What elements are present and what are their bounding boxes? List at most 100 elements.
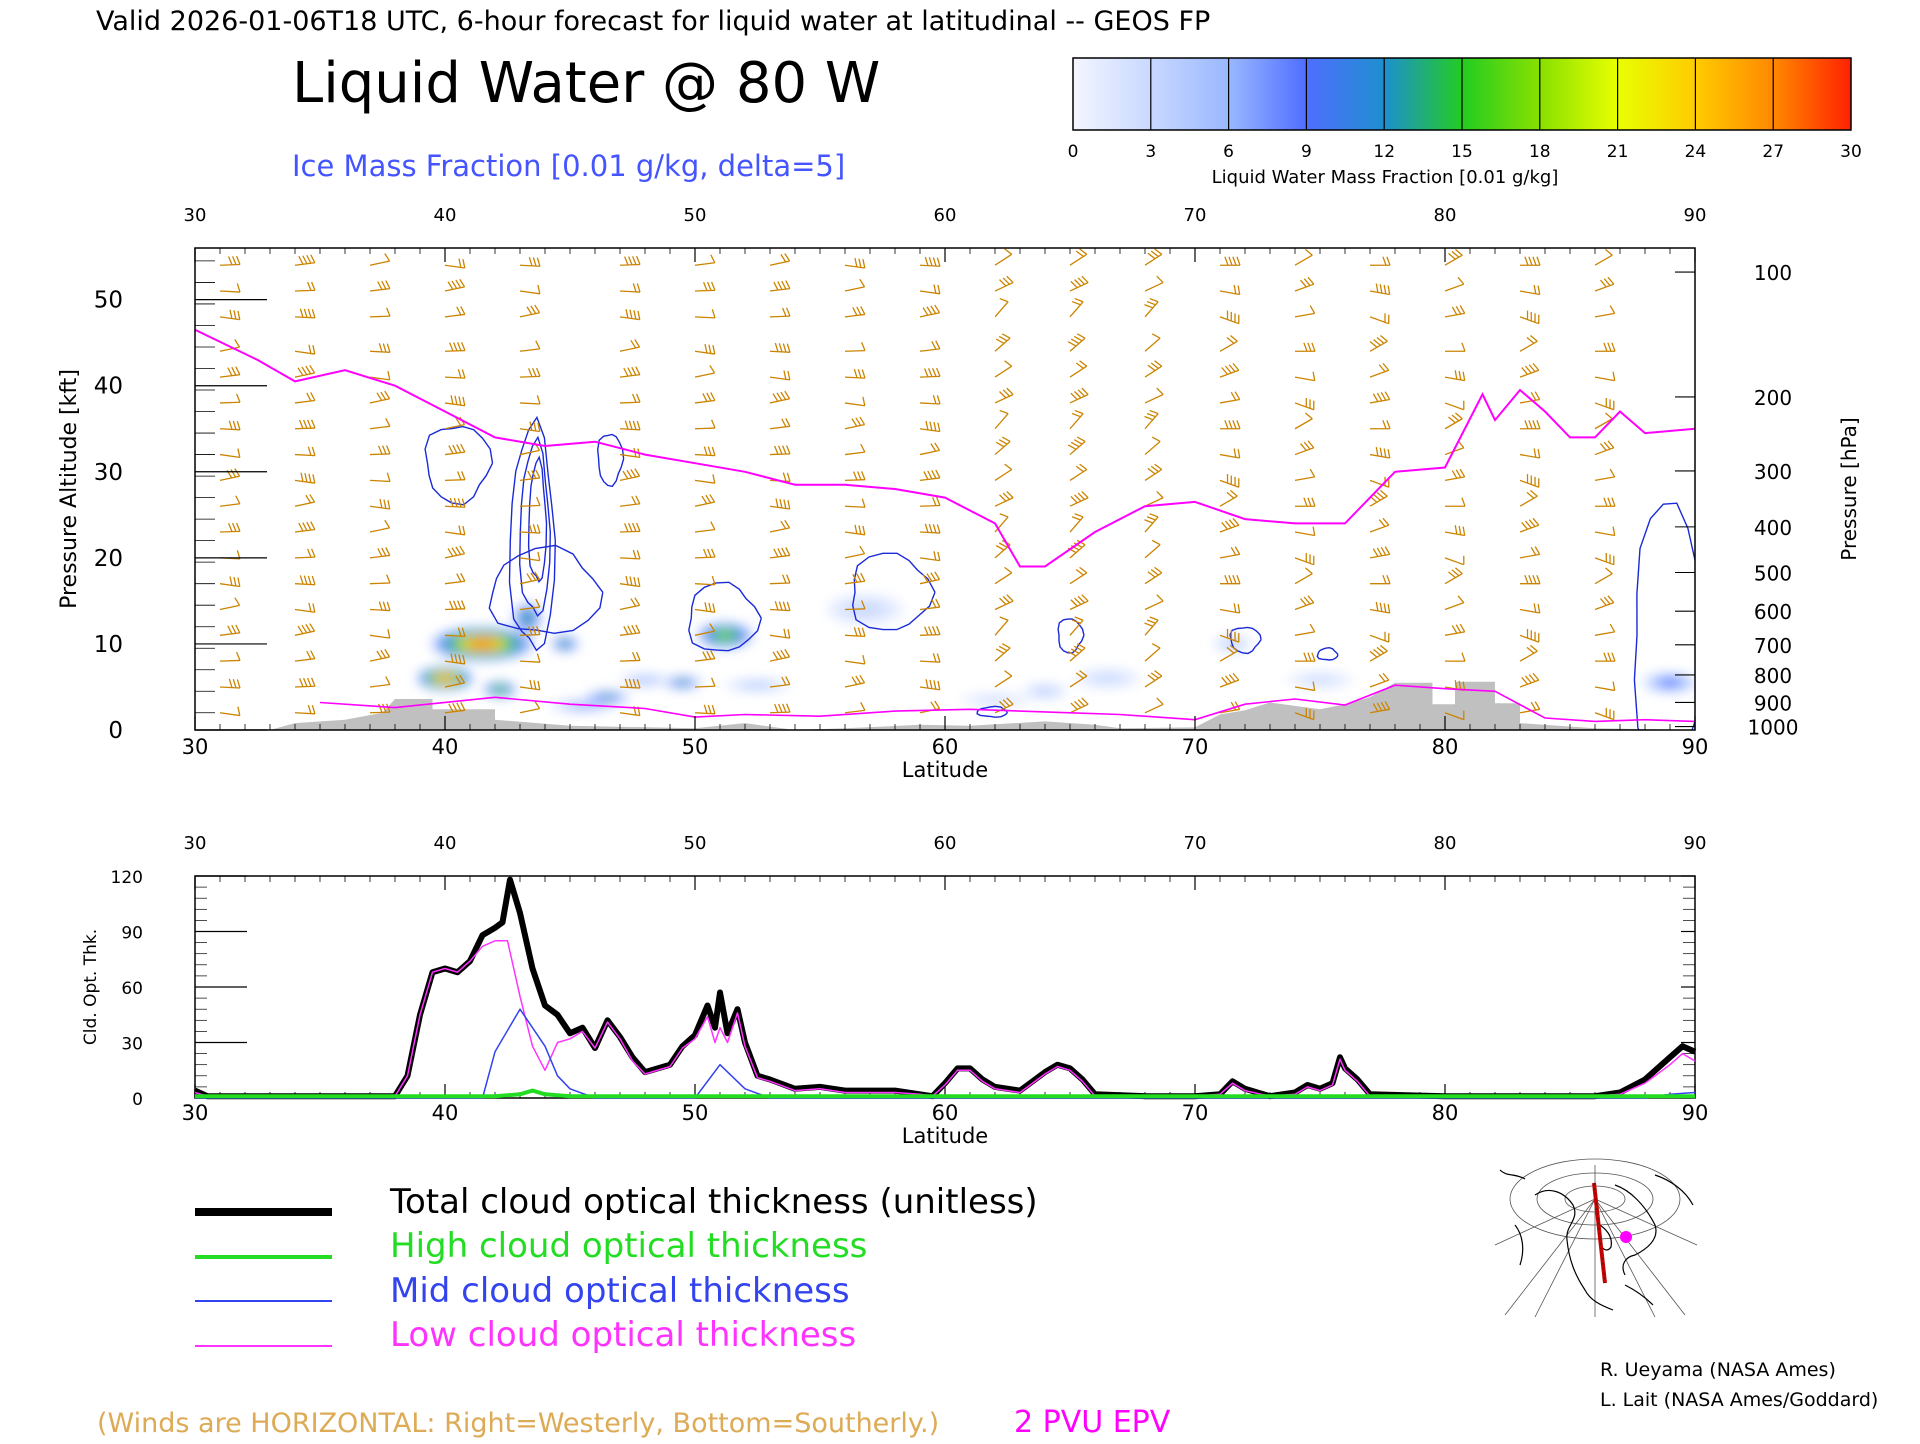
wind-barb-shaft [520,376,540,377]
colorbar-tick-label: 9 [1301,142,1312,162]
x-tick-label: 30 [182,1101,209,1125]
x-tick-label: 60 [932,735,959,759]
pressure-tick-label: 300 [1754,460,1792,484]
wind-barb-shaft [445,609,465,610]
wind-barb-shaft [770,583,790,584]
x-tick-label-top: 80 [1434,205,1457,226]
wind-barb-shaft [695,557,715,558]
wind-barb-shaft [620,531,640,532]
colorbar-tick-label: 0 [1068,142,1079,162]
liquid-water-blob [1097,675,1118,681]
y-tick-label: 120 [111,868,143,888]
legend-label-total: Total cloud optical thickness (unitless) [389,1182,1038,1222]
pressure-tick-label: 1000 [1748,716,1799,740]
legend-label-low: Low cloud optical thickness [390,1315,856,1355]
x-tick-label-top: 70 [1184,205,1207,226]
colorbar-tick-label: 12 [1373,142,1395,162]
bottom-ylabel: Cld. Opt. Thk. [81,929,101,1045]
wind-barb-shaft [220,265,240,266]
x-tick-label-top: 60 [934,205,957,226]
colorbar-tick-label: 21 [1607,142,1629,162]
x-tick-label-top: 30 [184,833,207,854]
colorbar-tick-label: 18 [1529,142,1551,162]
map-marker [1620,1231,1632,1243]
wind-barb-shaft [920,635,940,636]
wind-barb-shaft [295,686,315,687]
pressure-tick-label: 100 [1754,261,1792,285]
x-tick-label-top: 40 [434,833,457,854]
wind-barb-shaft [620,402,640,403]
wind-barb-shaft [845,351,865,352]
y-tick-label: 10 [94,632,123,658]
wind-barb-shaft [295,428,315,429]
pressure-tick-label: 900 [1754,691,1792,715]
x-tick-label: 30 [182,735,209,759]
colorbar-tick-label: 27 [1762,142,1784,162]
wind-barb-shaft [220,660,240,661]
y-tick-label: 50 [94,288,123,314]
x-tick-label: 70 [1182,1101,1209,1125]
wind-barb-shaft [770,454,790,455]
wind-barb-shaft [620,265,640,266]
x-tick-label-top: 90 [1684,833,1707,854]
pressure-tick-label: 400 [1754,516,1792,540]
liquid-water-blob [676,681,688,685]
wind-barb-shaft [770,712,790,713]
y-tick-label: 60 [121,979,143,999]
wind-barb-shaft [845,609,865,610]
liquid-water-blob [716,631,734,639]
x-tick-label: 50 [682,1101,709,1125]
x-tick-label: 40 [432,735,459,759]
liquid-water-blob [747,683,768,687]
wind-barb-shaft [920,506,940,507]
x-tick-label-top: 50 [684,205,707,226]
wind-barb-shaft [370,454,390,455]
wind-barb-shaft [295,557,315,558]
y-tick-label: 90 [121,924,143,944]
liquid-water-blob [637,678,653,682]
liquid-water-blob [436,675,454,682]
x-tick-label-top: 90 [1684,205,1707,226]
y-tick-label: 30 [121,1035,143,1055]
x-tick-label: 70 [1182,735,1209,759]
colorbar-tick-label: 24 [1685,142,1707,162]
valid-line: Valid 2026-01-06T18 UTC, 6-hour forecast… [96,6,1210,37]
main-title: Liquid Water @ 80 W [292,51,880,116]
bottom-xlabel: Latitude [902,1124,988,1148]
wind-barb-shaft [770,316,790,317]
wind-barb-shaft [370,583,390,584]
pressure-tick-label: 200 [1754,386,1792,410]
top-ylabel-right: Pressure [hPa] [1837,417,1861,560]
legend-label-mid: Mid cloud optical thickness [390,1271,850,1311]
pressure-tick-label: 700 [1754,634,1792,658]
liquid-water-blob [467,639,499,649]
x-tick-label: 90 [1682,1101,1709,1125]
x-tick-label: 50 [682,735,709,759]
x-tick-label-top: 80 [1434,833,1457,854]
wind-barb-shaft [445,480,465,481]
locator-map [1495,1159,1697,1317]
x-tick-label-top: 40 [434,205,457,226]
wind-barb-shaft [920,376,940,377]
x-tick-label-top: 30 [184,205,207,226]
wind-barb-shaft [845,480,865,481]
cross-section-background [195,248,1695,730]
wind-barb-shaft [695,686,715,687]
liquid-water-blob [601,695,615,699]
x-tick-label: 90 [1682,735,1709,759]
colorbar-tick-label: 15 [1451,142,1473,162]
legend-label-high: High cloud optical thickness [390,1226,867,1266]
liquid-water-blob [1038,689,1052,694]
wind-barb-shaft [445,351,465,352]
x-tick-label: 80 [1432,1101,1459,1125]
wind-barb-shaft [295,290,315,291]
x-tick-label-top: 50 [684,833,707,854]
pressure-tick-label: 800 [1754,664,1792,688]
credit-line-2: L. Lait (NASA Ames/Goddard) [1600,1389,1878,1411]
cross-section-plot: 3030404050506060707080809090010203040501… [57,205,1861,782]
x-tick-label: 80 [1432,735,1459,759]
wind-barb-shaft [370,316,390,317]
